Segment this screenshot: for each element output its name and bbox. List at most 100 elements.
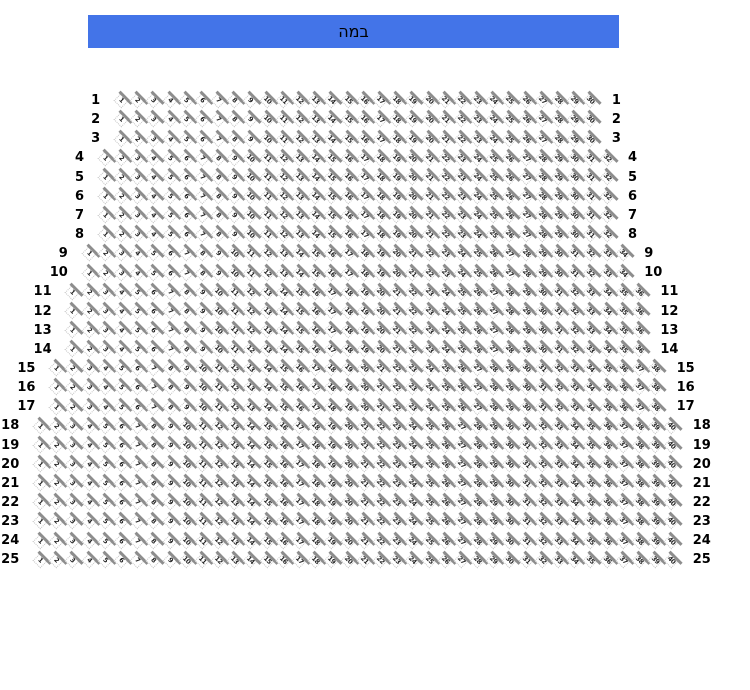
seat[interactable]: 12 [259, 246, 275, 262]
seat[interactable]: 28 [518, 265, 534, 281]
seat[interactable]: 25 [421, 456, 437, 472]
seat[interactable]: 23 [437, 246, 453, 262]
seat[interactable]: 19 [324, 514, 340, 530]
seat[interactable]: 10 [259, 92, 275, 109]
seat[interactable]: 9 [178, 380, 194, 396]
seat[interactable]: 28 [534, 226, 550, 243]
seat[interactable]: 11 [210, 360, 226, 377]
seat[interactable]: 13 [307, 112, 324, 128]
seat[interactable]: 25 [437, 360, 453, 377]
seat[interactable]: 15 [259, 552, 275, 568]
seat[interactable]: 33 [550, 494, 566, 511]
seat[interactable]: 10 [178, 437, 194, 453]
seat[interactable]: 34 [566, 418, 583, 434]
seat[interactable]: 29 [518, 322, 534, 338]
seat[interactable]: 10 [210, 341, 226, 357]
seat[interactable]: 25 [437, 380, 453, 396]
seat[interactable]: 15 [275, 399, 291, 415]
seat[interactable]: 7 [178, 246, 194, 262]
seat[interactable]: 7 [194, 226, 210, 243]
seat[interactable]: 19 [324, 418, 340, 434]
seat[interactable]: 19 [388, 150, 404, 166]
seat[interactable]: 25 [453, 303, 469, 319]
seat[interactable]: 16 [291, 360, 307, 377]
seat[interactable]: 17 [356, 226, 372, 243]
seat[interactable]: 31 [550, 284, 566, 300]
seat[interactable]: 27 [453, 494, 469, 511]
seat[interactable]: 3 [129, 226, 145, 243]
seat[interactable]: 30 [550, 265, 566, 281]
seat[interactable]: 23 [388, 418, 404, 434]
seat[interactable]: 36 [615, 360, 631, 377]
seat[interactable]: 14 [243, 475, 259, 491]
seat[interactable]: 12 [210, 552, 226, 568]
seat[interactable]: 11 [227, 284, 243, 300]
seat[interactable]: 17 [356, 150, 372, 166]
seat[interactable]: 25 [453, 322, 469, 338]
seat[interactable]: 26 [437, 533, 453, 549]
seat[interactable]: 31 [534, 399, 550, 415]
seat[interactable]: 11 [259, 150, 275, 166]
seat[interactable]: 4 [146, 188, 162, 204]
seat[interactable]: 6 [113, 514, 129, 530]
seat[interactable]: 3 [81, 380, 97, 396]
seat[interactable]: 2 [48, 533, 65, 549]
seat[interactable]: 18 [372, 150, 388, 166]
seat[interactable]: 33 [550, 456, 566, 472]
seat[interactable]: 38 [647, 399, 663, 415]
seat[interactable]: 12 [275, 226, 291, 243]
seat[interactable]: 25 [453, 341, 469, 357]
seat[interactable]: 2 [81, 322, 97, 338]
seat[interactable]: 26 [469, 322, 485, 338]
seat[interactable]: 9 [194, 303, 210, 319]
seat[interactable]: 4 [146, 150, 162, 166]
seat[interactable]: 17 [291, 456, 307, 472]
seat[interactable]: 18 [307, 494, 324, 511]
seat[interactable]: 1 [32, 456, 48, 472]
seat[interactable]: 19 [356, 341, 372, 357]
seat[interactable]: 27 [486, 284, 502, 300]
seat[interactable]: 20 [405, 226, 421, 243]
seat[interactable]: 31 [518, 418, 534, 434]
seat[interactable]: 25 [486, 226, 502, 243]
seat[interactable]: 25 [469, 265, 485, 281]
seat[interactable]: 1 [97, 226, 113, 243]
seat[interactable]: 10 [178, 494, 194, 511]
seat[interactable]: 26 [437, 475, 453, 491]
seat[interactable]: 3 [97, 303, 113, 319]
seat[interactable]: 34 [566, 456, 583, 472]
seat[interactable]: 40 [664, 456, 680, 472]
seat[interactable]: 9 [162, 437, 178, 453]
seat[interactable]: 4 [81, 552, 97, 568]
seat[interactable]: 14 [259, 360, 275, 377]
seat[interactable]: 27 [534, 112, 550, 128]
seat[interactable]: 10 [243, 226, 259, 243]
seat[interactable]: 36 [615, 399, 631, 415]
seat[interactable]: 21 [356, 437, 372, 453]
seat[interactable]: 5 [97, 418, 113, 434]
seat[interactable]: 30 [566, 150, 583, 166]
seat[interactable]: 38 [647, 380, 663, 396]
seat[interactable]: 15 [259, 418, 275, 434]
seat[interactable]: 10 [194, 360, 210, 377]
seat[interactable]: 5 [129, 322, 145, 338]
seat[interactable]: 26 [502, 169, 518, 185]
seat[interactable]: 13 [259, 322, 275, 338]
seat[interactable]: 27 [534, 131, 550, 147]
seat[interactable]: 4 [81, 475, 97, 491]
seat[interactable]: 23 [405, 399, 421, 415]
seat[interactable]: 40 [664, 418, 680, 434]
seat[interactable]: 33 [550, 514, 566, 530]
seat[interactable]: 13 [291, 150, 307, 166]
seat[interactable]: 14 [324, 112, 340, 128]
seat[interactable]: 20 [340, 475, 356, 491]
seat[interactable]: 21 [421, 207, 437, 223]
seat[interactable]: 29 [486, 456, 502, 472]
seat[interactable]: 3 [65, 533, 81, 549]
seat[interactable]: 30 [518, 380, 534, 396]
seat[interactable]: 12 [210, 437, 226, 453]
seat[interactable]: 26 [518, 92, 534, 109]
seat[interactable]: 21 [421, 226, 437, 243]
seat[interactable]: 36 [599, 514, 615, 530]
seat[interactable]: 23 [421, 303, 437, 319]
